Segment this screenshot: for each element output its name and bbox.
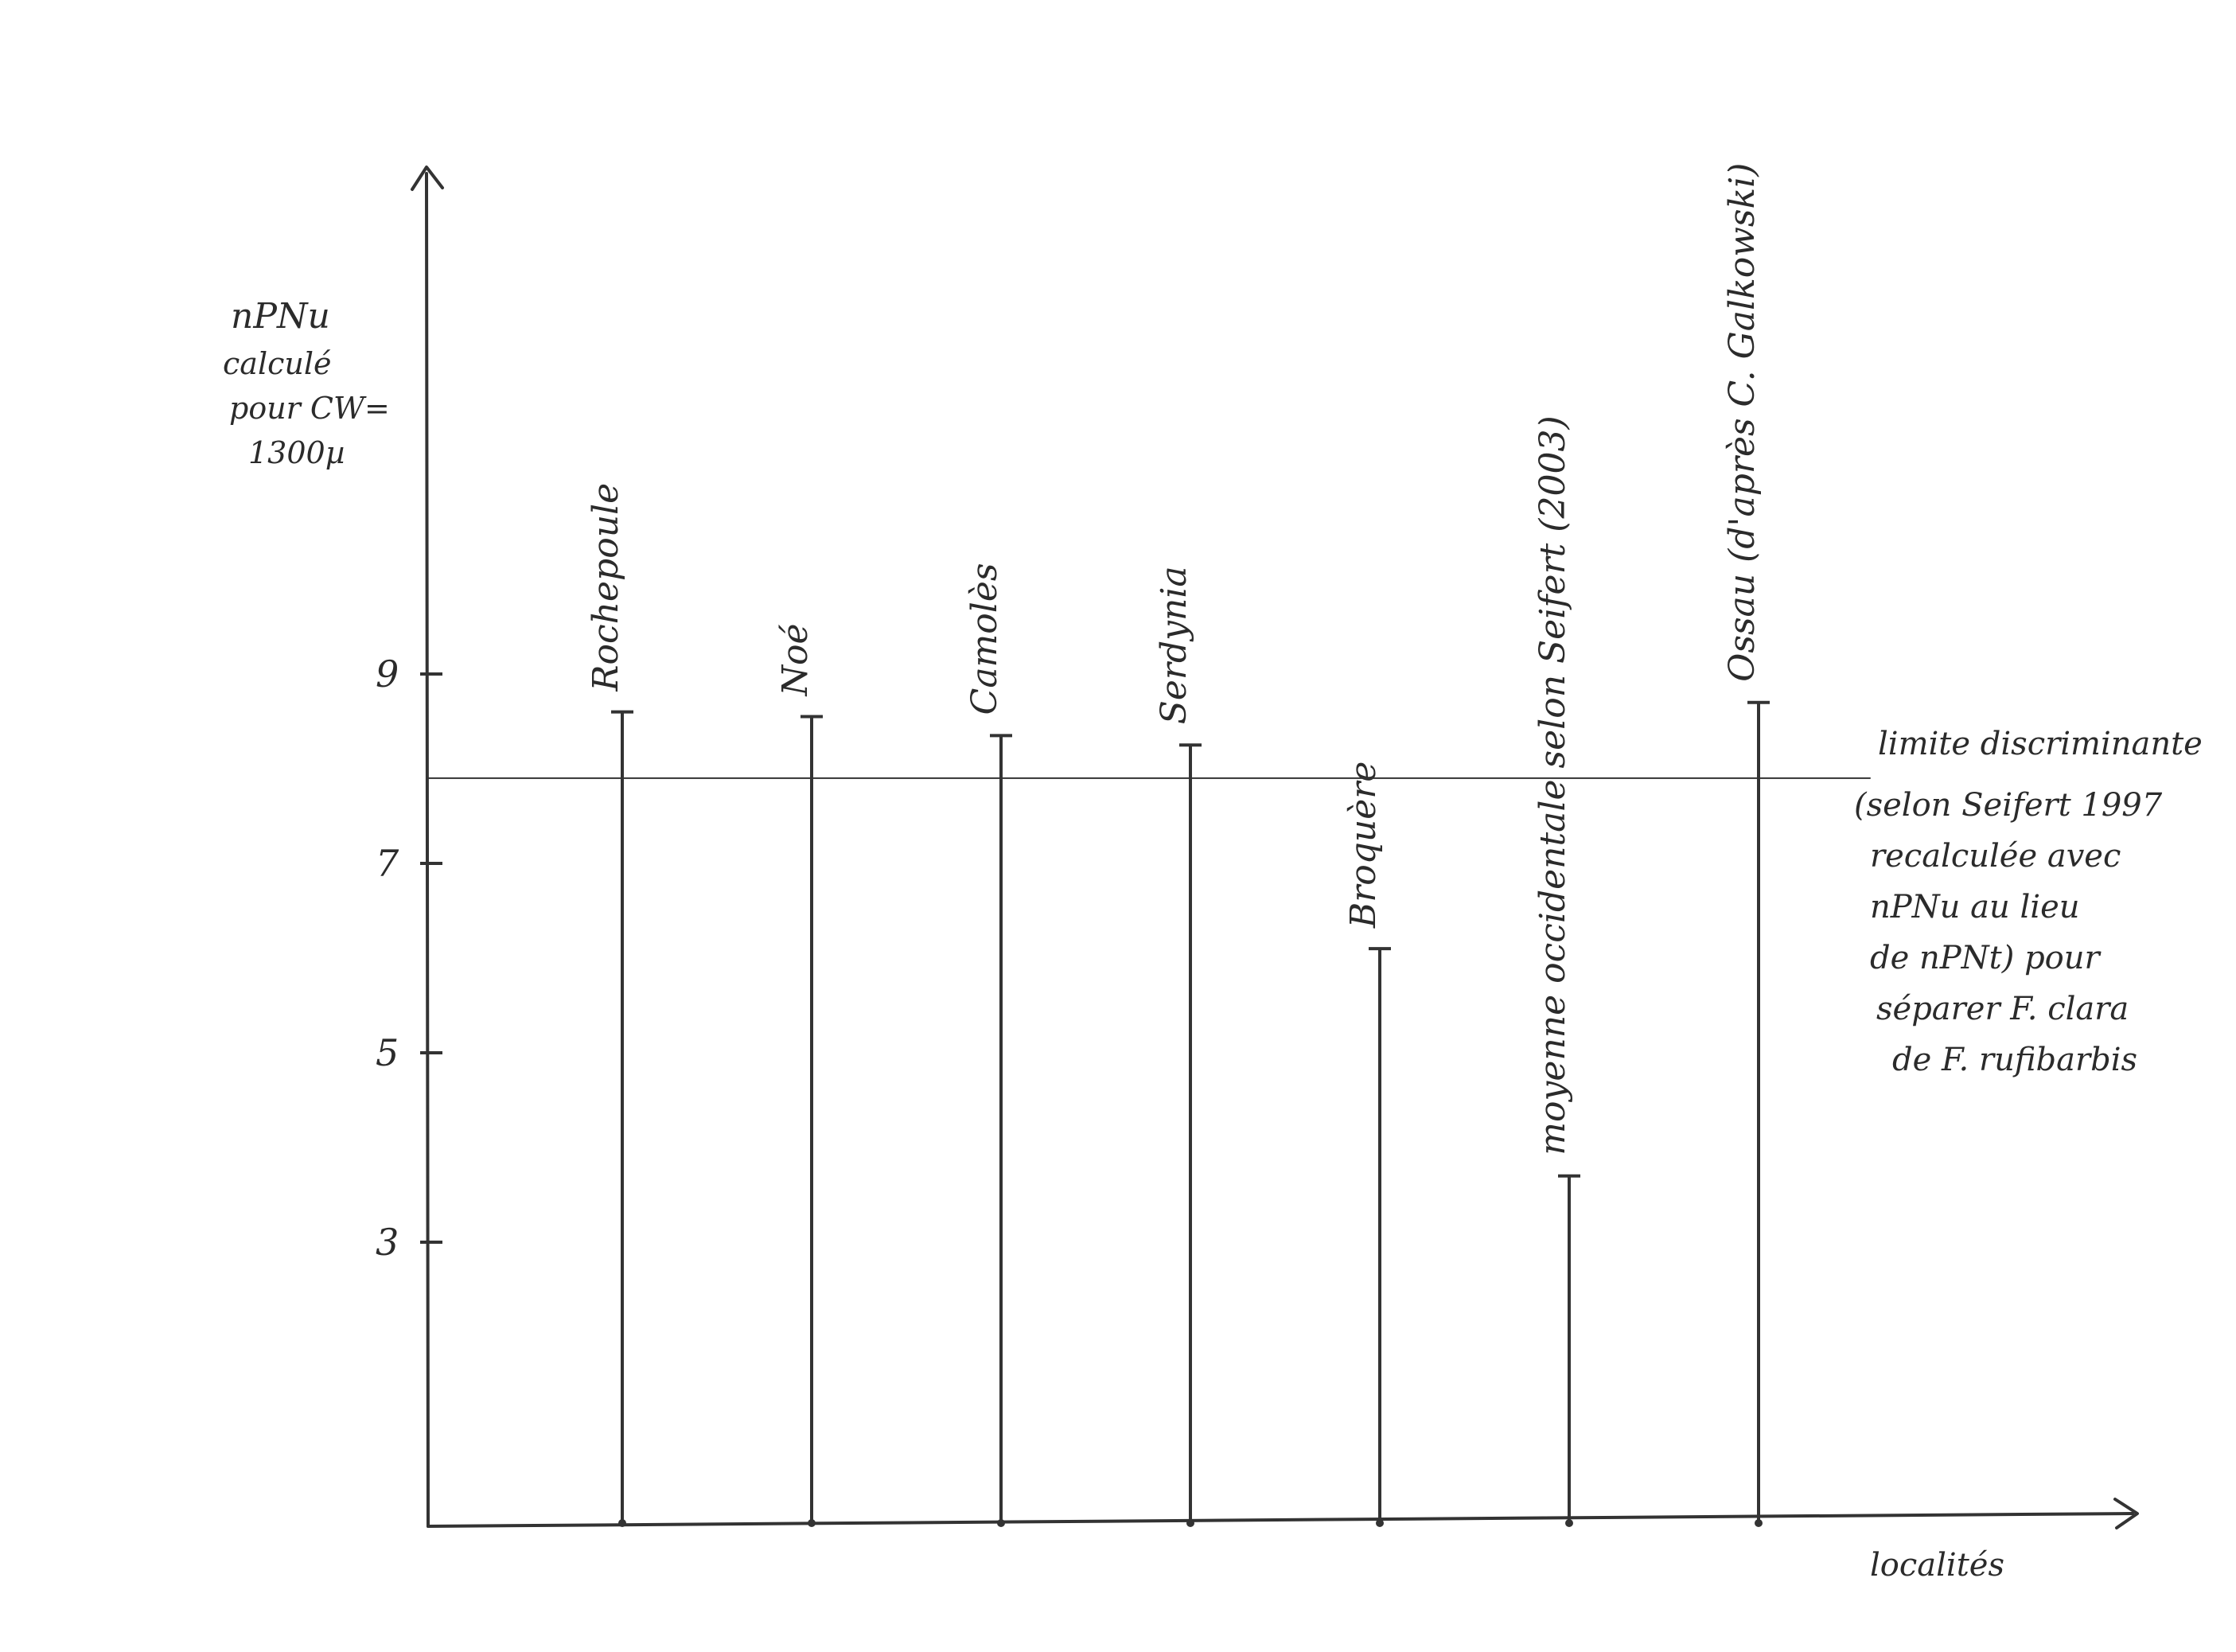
threshold-note-line: recalculée avec: [1870, 838, 2121, 875]
bar-group: Broquère: [1343, 762, 1391, 1527]
y-tick-label: 3: [376, 1221, 399, 1264]
bar-group: Rochepoule: [586, 483, 633, 1527]
threshold-note-line: séparer F. clara: [1876, 991, 2129, 1027]
y-axis-note-line: calculé: [223, 346, 332, 381]
x-axis-arrow: [2113, 1498, 2139, 1529]
bars: Rochepoule Noé Camolès Serdynia Broquère moye…: [586, 163, 1770, 1527]
y-axis-label: nPNu: [231, 296, 330, 337]
threshold-note-line: de F. rufibarbis: [1892, 1042, 2137, 1078]
bar-group: Ossau (d'après C. Galkowski): [1722, 163, 1770, 1527]
y-axis-line: [425, 172, 430, 1528]
bar-group: Serdynia: [1154, 566, 1202, 1527]
y-axis-note-line: pour CW=: [229, 391, 390, 426]
x-axis-line: [427, 1512, 2134, 1528]
axes: [411, 166, 2139, 1529]
bar-base-dot: [808, 1519, 816, 1527]
y-axis-label-note: calculé pour CW= 1300µ: [223, 346, 390, 470]
category-label: Camolès: [964, 563, 1005, 715]
bar-base-dot: [997, 1519, 1005, 1527]
threshold-note-line: (selon Seifert 1997: [1854, 787, 2163, 824]
bar-group: moyenne occidentale selon Seifert (2003): [1533, 415, 1580, 1527]
bar-base-dot: [1186, 1519, 1194, 1527]
category-label: Serdynia: [1154, 566, 1194, 724]
bar-base-dot: [618, 1519, 626, 1527]
y-axis-note-line: 1300µ: [248, 435, 345, 470]
threshold-note: (selon Seifert 1997 recalculée avec nPNu a…: [1854, 787, 2163, 1078]
category-label: Broquère: [1343, 762, 1384, 929]
y-tick-label: 7: [376, 842, 399, 885]
category-label: Rochepoule: [586, 483, 626, 692]
x-axis-label: localités: [1870, 1547, 2004, 1584]
y-axis-arrow: [411, 166, 444, 191]
y-ticks: 3 5 7 9: [376, 653, 442, 1264]
bar-base-dot: [1565, 1519, 1573, 1527]
threshold-label: limite discriminante: [1878, 726, 2203, 762]
y-tick-label: 9: [376, 653, 399, 695]
bar-group: Camolès: [964, 563, 1012, 1527]
category-label: moyenne occidentale selon Seifert (2003): [1533, 415, 1573, 1155]
bar-group: Noé: [775, 624, 823, 1527]
y-tick-label: 5: [376, 1031, 399, 1074]
threshold-note-line: de nPNt) pour: [1870, 940, 2102, 976]
category-label: Noé: [775, 624, 816, 697]
bar-base-dot: [1755, 1519, 1763, 1527]
bar-base-dot: [1376, 1519, 1384, 1527]
threshold-note-line: nPNu au lieu: [1870, 889, 2080, 925]
category-label: Ossau (d'après C. Galkowski): [1722, 163, 1763, 682]
